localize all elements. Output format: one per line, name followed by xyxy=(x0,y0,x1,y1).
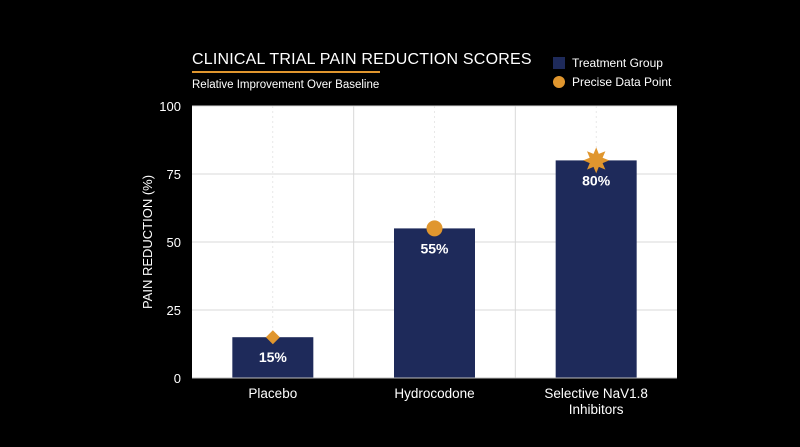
data-label-selective-nav1-8-inhibitors: 80% xyxy=(582,172,611,188)
y-axis-title: PAIN REDUCTION (%) xyxy=(140,175,155,309)
y-tick-label: 50 xyxy=(167,235,181,250)
bar-hydrocodone xyxy=(394,228,475,378)
legend: Treatment Group Precise Data Point xyxy=(553,56,672,89)
y-tick-label: 0 xyxy=(174,371,181,386)
legend-label-precise-data-point: Precise Data Point xyxy=(572,75,672,89)
chart-title: CLINICAL TRIAL PAIN REDUCTION SCORES xyxy=(192,51,532,68)
bar-selective-nav1-8-inhibitors xyxy=(555,160,637,378)
marker-diamond-placebo xyxy=(265,330,280,345)
data-label-hydrocodone: 55% xyxy=(420,240,449,256)
marker-star-selective-nav1-8-inhibitors xyxy=(583,147,610,174)
legend-swatch-precise-data-point xyxy=(553,76,565,88)
x-category-label-selective-nav1-8-inhibitors: Selective NaV1.8 Inhibitors xyxy=(544,386,648,417)
y-axis-ticks: 0 25 50 75 100 xyxy=(159,99,181,386)
marker-circle-hydrocodone xyxy=(426,220,443,237)
legend-label-treatment-group: Treatment Group xyxy=(572,56,663,70)
chart-subtitle: Relative Improvement Over Baseline xyxy=(192,79,379,91)
data-label-placebo: 15% xyxy=(259,349,288,365)
legend-swatch-treatment-group xyxy=(553,57,565,69)
y-tick-label: 25 xyxy=(167,303,181,318)
y-tick-label: 100 xyxy=(159,99,181,114)
x-axis-categories: Placebo Hydrocodone Selective NaV1.8 Inhibi… xyxy=(248,386,648,417)
y-tick-label: 75 xyxy=(167,167,181,182)
x-category-label-hydrocodone: Hydrocodone xyxy=(394,386,474,401)
x-category-label-placebo: Placebo xyxy=(248,386,297,401)
bars: 15% 55% 80% xyxy=(232,147,637,378)
